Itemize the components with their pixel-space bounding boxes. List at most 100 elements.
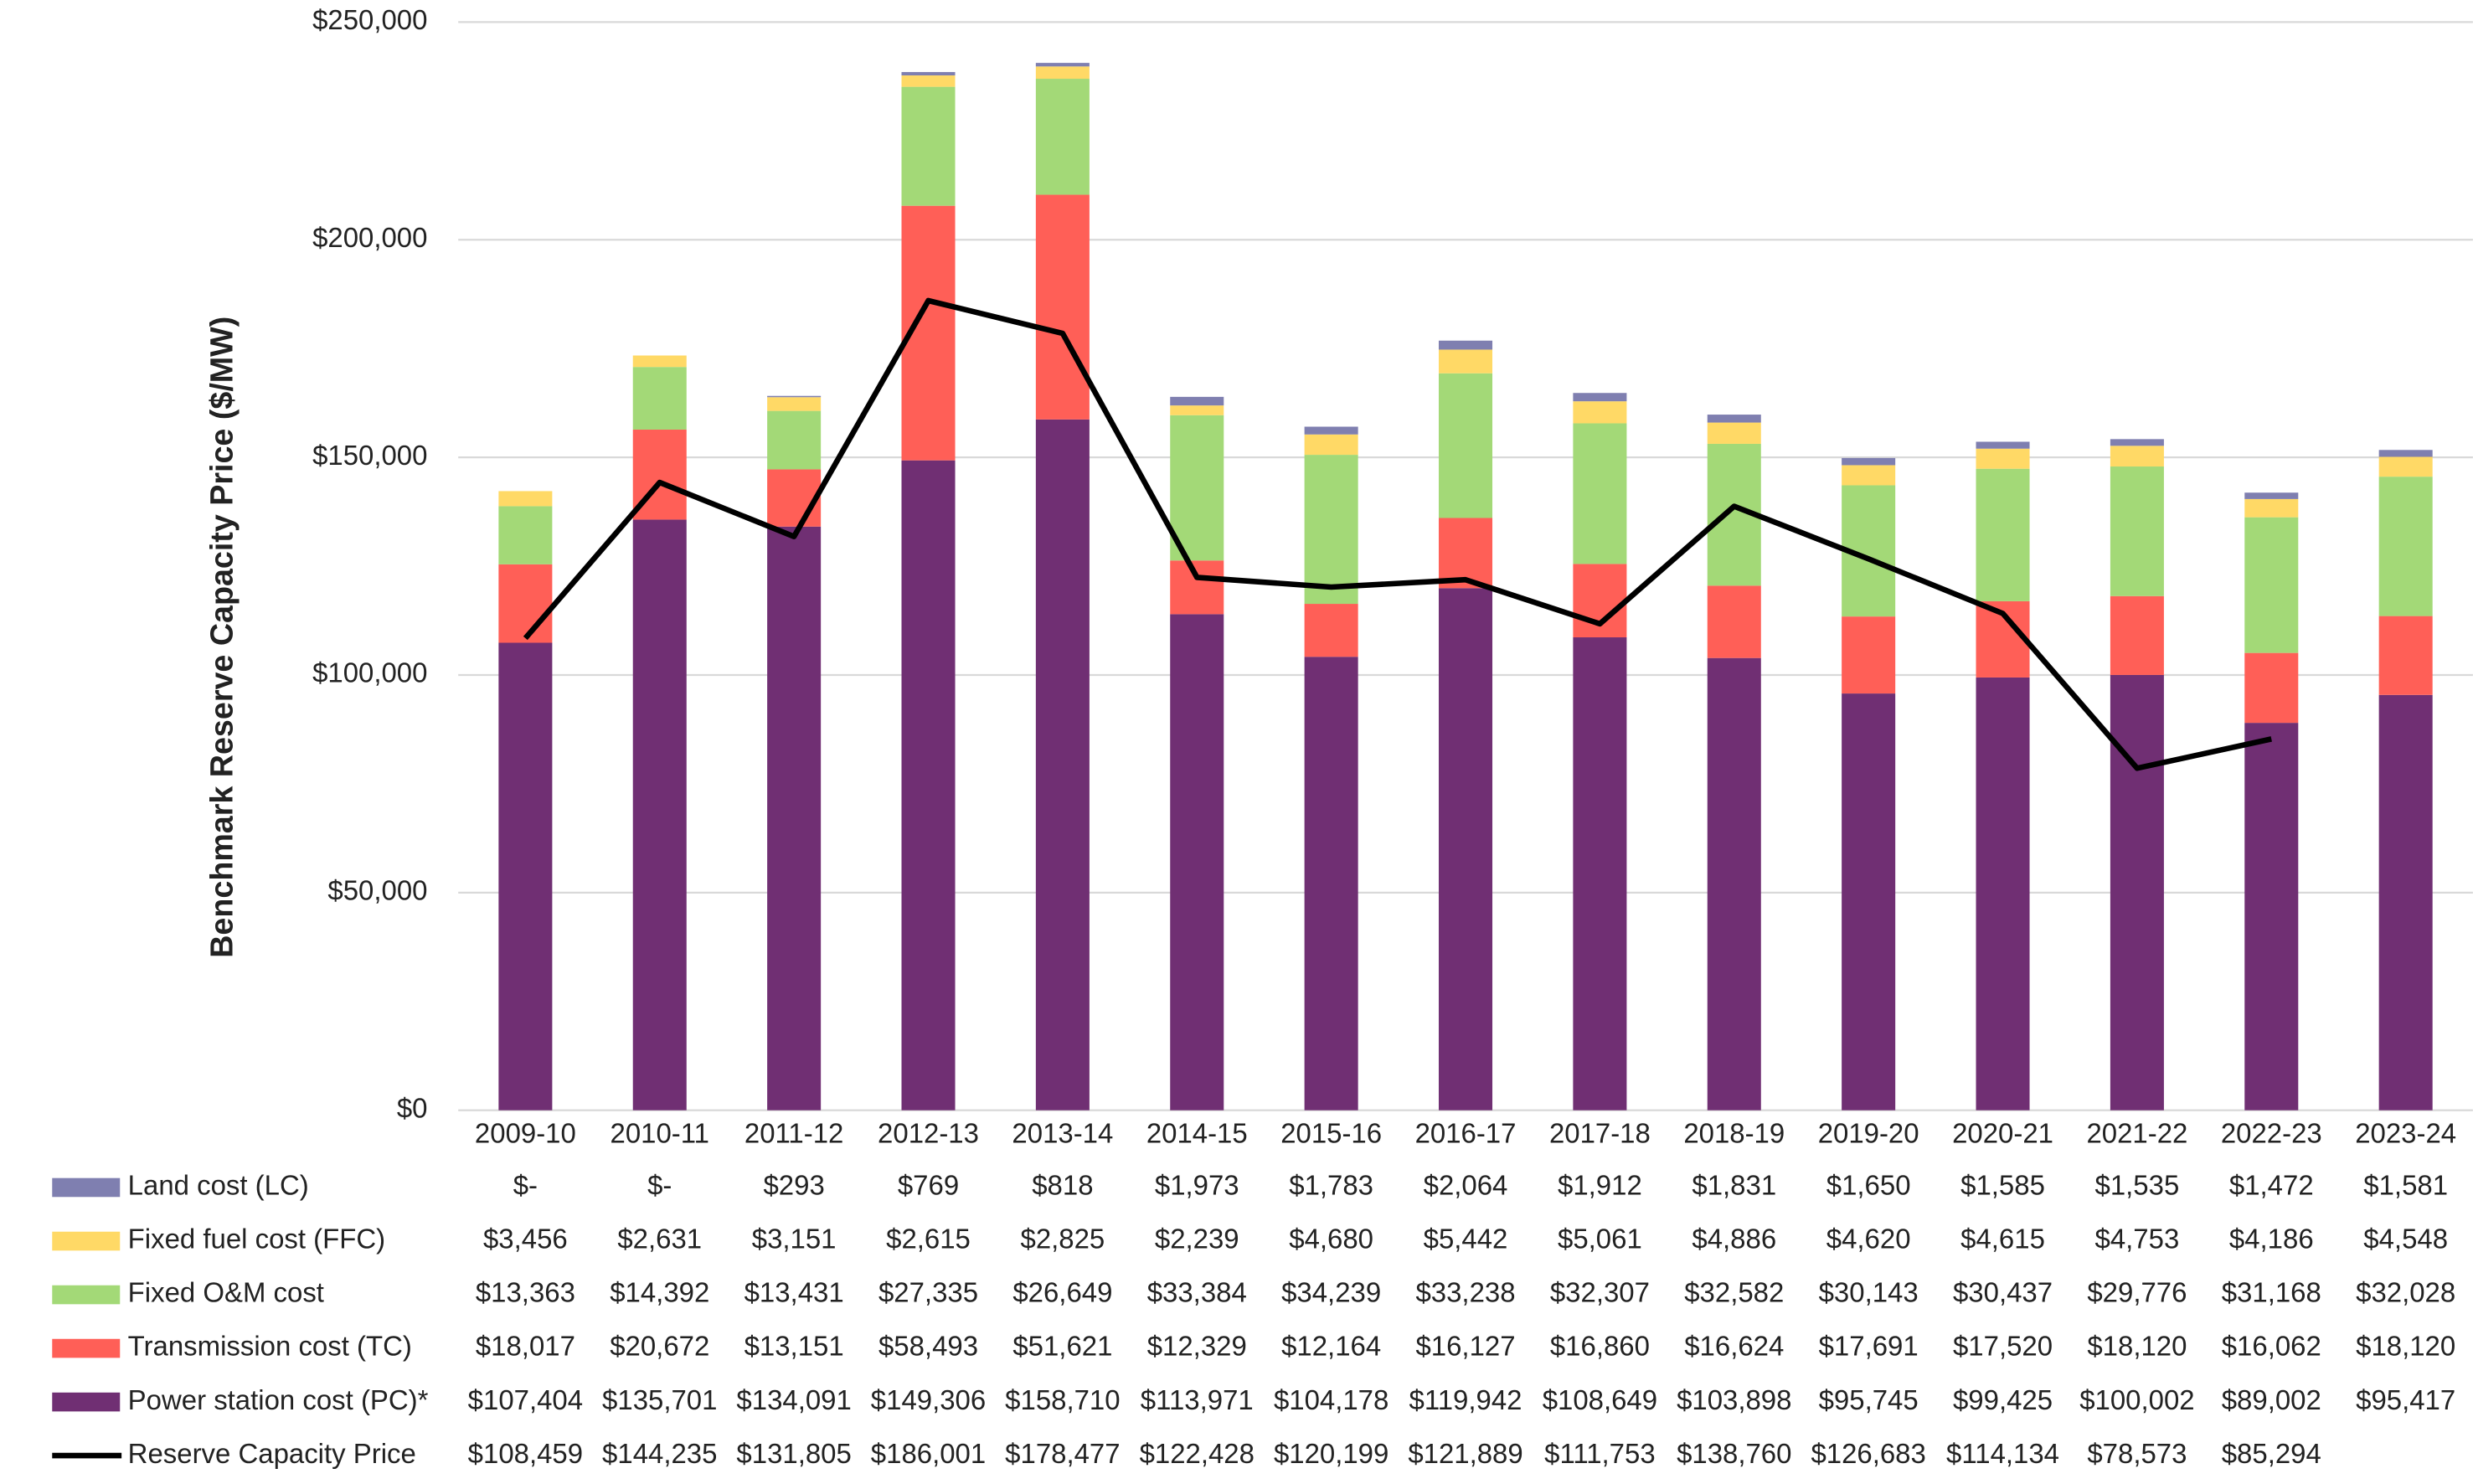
table-value: $20,672	[610, 1331, 709, 1362]
bar-segment	[1842, 457, 1896, 466]
bar-segment	[1976, 441, 2030, 449]
bar-segment	[1035, 79, 1090, 195]
x-tick-label: 2014-15	[1146, 1118, 1248, 1149]
table-value: $-	[513, 1170, 538, 1201]
table-value: $89,002	[2222, 1384, 2321, 1415]
table-value: $12,329	[1147, 1331, 1247, 1362]
table-value: $114,134	[1946, 1438, 2059, 1469]
table-value: $1,650	[1826, 1170, 1911, 1201]
y-tick-label: $100,000	[312, 657, 427, 688]
legend-swatch	[52, 1177, 121, 1198]
bar-segment	[1304, 657, 1358, 1110]
bar-segment	[632, 355, 687, 368]
legend-label: Fixed O&M cost	[128, 1277, 324, 1308]
table-value: $4,615	[1960, 1224, 2045, 1255]
bar-segment	[767, 469, 822, 527]
bar-segment	[1439, 373, 1493, 518]
table-value: $4,886	[1692, 1224, 1776, 1255]
table-value: $4,186	[2229, 1224, 2314, 1255]
table-value: $58,493	[878, 1331, 978, 1362]
bar-segment	[1976, 677, 2030, 1110]
x-tick-label: 2009-10	[475, 1118, 576, 1149]
legend-label: Fixed fuel cost (FFC)	[128, 1224, 385, 1255]
table-value: $113,971	[1141, 1384, 1254, 1415]
bar-segment	[1170, 405, 1224, 415]
table-value: $5,442	[1424, 1224, 1508, 1255]
x-tick-label: 2012-13	[878, 1118, 979, 1149]
bar-segment	[1976, 448, 2030, 469]
table-value: $769	[898, 1170, 959, 1201]
x-tick-label: 2023-24	[2355, 1118, 2456, 1149]
table-value: $2,064	[1424, 1170, 1508, 1201]
table-value: $1,912	[1558, 1170, 1642, 1201]
table-value: $30,437	[1953, 1277, 2053, 1308]
bar-segment	[2110, 595, 2164, 675]
bar-segment	[2378, 450, 2433, 457]
table-value: $18,017	[476, 1331, 575, 1362]
table-value: $27,335	[878, 1277, 978, 1308]
bar-segment	[498, 506, 553, 564]
bar-segment	[1707, 422, 1761, 444]
table-value: $149,306	[871, 1384, 986, 1415]
x-tick-label: 2018-19	[1683, 1118, 1785, 1149]
bar-segment	[1976, 468, 2030, 601]
bar-segment	[901, 460, 956, 1110]
table-value: $95,417	[2356, 1384, 2455, 1415]
bar-segment	[1439, 340, 1493, 350]
bar-segment	[901, 86, 956, 206]
legend-label: Power station cost (PC)*	[128, 1384, 429, 1415]
bar-segment	[2378, 616, 2433, 695]
table-value: $126,683	[1811, 1438, 1925, 1469]
bar-segment	[1439, 588, 1493, 1110]
bar-segment	[2110, 446, 2164, 467]
bar-segment	[767, 397, 822, 411]
table-value: $4,753	[2095, 1224, 2180, 1255]
bar-segment	[1170, 560, 1224, 615]
table-value: $16,127	[1415, 1331, 1515, 1362]
bar-segment	[1304, 434, 1358, 456]
table-value: $2,615	[886, 1224, 971, 1255]
bar-segment	[1304, 604, 1358, 657]
x-tick-label: 2013-14	[1012, 1118, 1113, 1149]
bar-segment	[2244, 492, 2299, 499]
table-value: $1,585	[1960, 1170, 2045, 1201]
bar-segment	[2110, 466, 2164, 596]
bar-segment	[1707, 657, 1761, 1110]
table-value: $107,404	[468, 1384, 583, 1415]
table-value: $138,760	[1677, 1438, 1791, 1469]
bar-segment	[498, 564, 553, 643]
bar-segment	[2110, 439, 2164, 446]
x-tick-label: 2011-12	[744, 1118, 843, 1149]
bar-segment	[1842, 465, 1896, 486]
table-value: $85,294	[2222, 1438, 2321, 1469]
table-value: $30,143	[1819, 1277, 1919, 1308]
table-value: $33,238	[1415, 1277, 1515, 1308]
legend-swatch	[52, 1338, 121, 1358]
table-value: $122,428	[1140, 1438, 1255, 1469]
table-value: $134,091	[736, 1384, 851, 1415]
table-value: $13,151	[744, 1331, 844, 1362]
bar-segment	[498, 491, 553, 507]
table-value: $108,459	[468, 1438, 583, 1469]
bar-segment	[498, 642, 553, 1110]
y-tick-label: $0	[397, 1092, 428, 1123]
bar-segment	[1035, 66, 1090, 80]
legend-label: Reserve Capacity Price	[128, 1438, 416, 1469]
table-value: $4,548	[2363, 1224, 2448, 1255]
table-value: $4,680	[1289, 1224, 1373, 1255]
x-tick-label: 2016-17	[1415, 1118, 1517, 1149]
table-value: $186,001	[871, 1438, 986, 1469]
table-value: $2,825	[1021, 1224, 1105, 1255]
table-value: $131,805	[736, 1438, 851, 1469]
table-value: $51,621	[1012, 1331, 1112, 1362]
table-value: $99,425	[1953, 1384, 2053, 1415]
x-tick-label: 2021-22	[2086, 1118, 2187, 1149]
bar-segment	[1573, 637, 1627, 1110]
table-value: $119,942	[1409, 1384, 1522, 1415]
bar-segment	[767, 526, 822, 1110]
legend-swatch	[52, 1231, 121, 1251]
bar-segment	[1707, 585, 1761, 658]
legend-swatch	[52, 1392, 121, 1412]
table-value: $95,745	[1819, 1384, 1919, 1415]
